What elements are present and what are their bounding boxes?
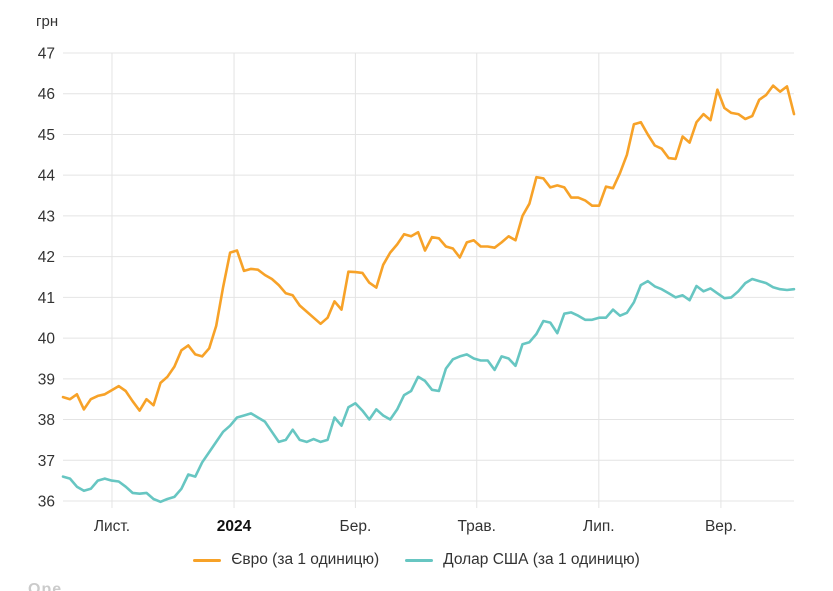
y-axis-tick-label: 36 xyxy=(38,494,55,511)
legend-item-euro[interactable]: Євро (за 1 одиницю) xyxy=(193,551,379,569)
x-axis-tick-label: 2024 xyxy=(217,518,252,535)
y-axis-tick-label: 46 xyxy=(38,86,55,103)
legend-item-usd[interactable]: Долар США (за 1 одиницю) xyxy=(405,551,640,569)
usd-legend-marker-icon xyxy=(405,558,434,562)
x-axis-tick-label: Бер. xyxy=(340,518,372,535)
legend-item-label: Долар США (за 1 одиницю) xyxy=(443,551,640,568)
usd-series-line xyxy=(61,277,796,504)
x-axis-tick-label: Лист. xyxy=(94,518,130,535)
y-axis-tick-label: 45 xyxy=(38,127,55,144)
y-axis-tick-label: 44 xyxy=(38,168,56,185)
euro-series-line xyxy=(61,84,796,412)
euro-legend-marker-icon xyxy=(193,558,222,562)
x-axis-tick-label: Лип. xyxy=(583,518,615,535)
x-axis-tick-label: Вер. xyxy=(705,518,737,535)
y-axis-tick-label: 42 xyxy=(38,249,55,266)
y-axis-tick-label: 47 xyxy=(38,46,55,63)
y-axis-tick-label: 40 xyxy=(38,331,56,348)
y-axis-tick-label: 43 xyxy=(38,208,55,225)
y-axis-unit-label: грн xyxy=(36,13,59,30)
y-axis-tick-label: 38 xyxy=(38,412,55,429)
y-axis-tick-label: 39 xyxy=(38,371,55,388)
x-axis-tick-label: Трав. xyxy=(458,518,496,535)
legend: Євро (за 1 одиницю) Долар США (за 1 одини… xyxy=(0,551,833,569)
y-axis-tick-label: 37 xyxy=(38,453,55,470)
watermark-logo: Ope xyxy=(28,581,63,591)
legend-item-label: Євро (за 1 одиницю) xyxy=(231,551,380,568)
y-axis-tick-label: 41 xyxy=(38,290,55,307)
